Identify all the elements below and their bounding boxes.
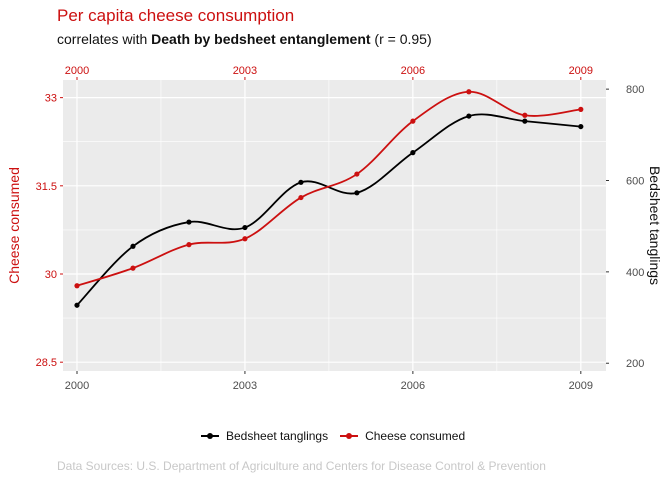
legend-item-bedsheet: Bedsheet tanglings [199, 426, 328, 446]
legend-key-bedsheet [199, 426, 221, 446]
data-point-bedsheet [410, 150, 416, 156]
data-point-bedsheet [186, 219, 192, 225]
x-tick-label-top: 2000 [65, 65, 89, 77]
y-right-tick-label: 200 [626, 358, 644, 370]
subtitle-emphasis: Death by bedsheet entanglement [151, 31, 371, 47]
y-left-tick-label: 33 [45, 93, 57, 105]
subtitle-suffix: (r = 0.95) [370, 31, 432, 47]
data-point-bedsheet [466, 113, 472, 119]
chart-subtitle: correlates with Death by bedsheet entang… [57, 31, 432, 47]
y-right-tick-label: 600 [626, 176, 644, 188]
legend-point-bedsheet [207, 433, 213, 439]
y-right-tick-label: 400 [626, 267, 644, 279]
subtitle-prefix: correlates with [57, 31, 152, 47]
x-tick-label-top: 2003 [233, 65, 257, 77]
chart-legend: Bedsheet tanglings Cheese consumed [199, 426, 475, 446]
series-line-cheese [76, 90, 581, 287]
data-point-cheese [466, 89, 472, 95]
plot-panel [63, 80, 606, 371]
legend-label-cheese: Cheese consumed [365, 429, 466, 443]
y-left-tick-label: 28.5 [36, 357, 57, 369]
y-left-tick-label: 31.5 [36, 181, 57, 193]
data-point-cheese [410, 118, 416, 124]
data-point-cheese [130, 265, 136, 271]
data-point-cheese [242, 236, 248, 242]
legend-item-cheese: Cheese consumed [338, 426, 465, 446]
x-tick-label-bottom: 2006 [401, 380, 425, 392]
y-left-axis-title: Cheese consumed [6, 167, 22, 284]
data-point-bedsheet [522, 118, 528, 124]
data-point-cheese [578, 106, 584, 112]
data-point-bedsheet [74, 302, 80, 308]
series-line-bedsheet [76, 113, 581, 306]
data-point-cheese [298, 194, 304, 201]
x-tick-label-top: 2006 [401, 65, 425, 77]
legend-label-bedsheet: Bedsheet tanglings [226, 429, 329, 443]
y-left-tick-label: 30 [45, 269, 57, 281]
data-point-cheese [186, 242, 192, 248]
legend-key-cheese [338, 426, 360, 446]
data-point-cheese [522, 112, 528, 118]
data-point-bedsheet [578, 123, 584, 130]
x-tick-label-bottom: 2009 [569, 380, 593, 392]
data-point-bedsheet [298, 179, 304, 185]
data-point-cheese [354, 171, 360, 177]
chart-title: Per capita cheese consumption [57, 6, 295, 25]
data-source-note: Data Sources: U.S. Department of Agricul… [57, 459, 546, 473]
data-point-cheese [74, 283, 80, 289]
x-tick-label-bottom: 2000 [65, 380, 89, 392]
y-right-tick-label: 800 [626, 84, 644, 96]
data-point-bedsheet [130, 243, 136, 249]
y-right-axis-title: Bedsheet tanglings [647, 166, 663, 285]
data-point-bedsheet [242, 224, 248, 231]
data-point-bedsheet [354, 190, 360, 196]
legend-point-cheese [346, 433, 353, 439]
x-tick-label-top: 2009 [569, 65, 593, 77]
x-tick-label-bottom: 2003 [233, 380, 257, 392]
